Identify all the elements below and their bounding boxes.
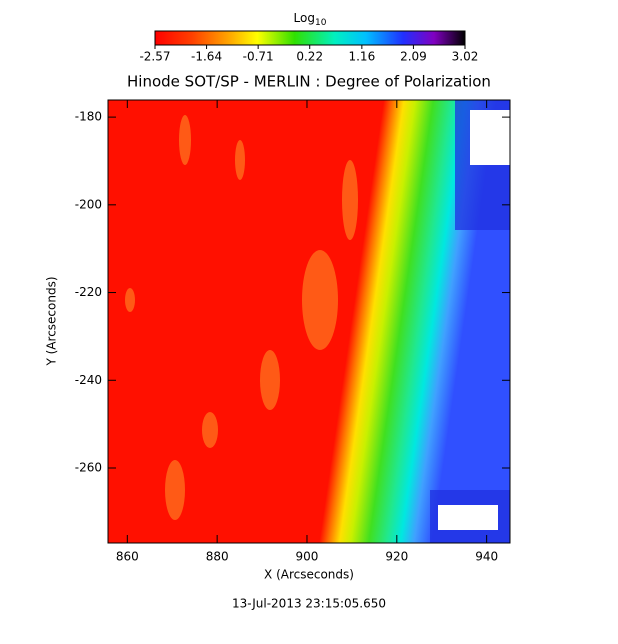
x-axis-label: X (Arcseconds) bbox=[264, 568, 354, 582]
x-tick-label: 860 bbox=[116, 550, 139, 564]
colorbar-tick-label: 3.02 bbox=[452, 50, 479, 64]
y-tick-label: -200 bbox=[75, 197, 102, 211]
colorbar-label: Log10 bbox=[294, 11, 327, 28]
y-tick-label: -180 bbox=[75, 110, 102, 124]
colorbar-tick-label: -2.57 bbox=[139, 50, 170, 64]
date-label: 13-Jul-2013 23:15:05.650 bbox=[232, 597, 386, 611]
x-tick-label: 940 bbox=[475, 550, 498, 564]
y-tick-label: -260 bbox=[75, 460, 102, 474]
colorbar-tick-label: -1.64 bbox=[191, 50, 222, 64]
colorbar-tick-label: 2.09 bbox=[400, 50, 427, 64]
colorbar-tick-label: -0.71 bbox=[243, 50, 274, 64]
colorbar-tick-label: 1.16 bbox=[348, 50, 375, 64]
colorbar bbox=[154, 30, 466, 46]
x-tick-label: 900 bbox=[296, 550, 319, 564]
colorbar-label-subscript: 10 bbox=[315, 18, 327, 28]
colorbar-label-base: Log bbox=[294, 11, 315, 25]
y-axis-label: Y (Arcseconds) bbox=[45, 276, 59, 366]
image bbox=[108, 100, 510, 543]
x-tick-label: 880 bbox=[206, 550, 229, 564]
chart-title: Hinode SOT/SP - MERLIN : Degree of Polar… bbox=[127, 73, 491, 91]
y-tick-label: -240 bbox=[75, 373, 102, 387]
colorbar-tick-label: 0.22 bbox=[296, 50, 323, 64]
y-tick-label: -220 bbox=[75, 285, 102, 299]
x-tick-label: 920 bbox=[385, 550, 408, 564]
plot-frame bbox=[107, 99, 511, 544]
